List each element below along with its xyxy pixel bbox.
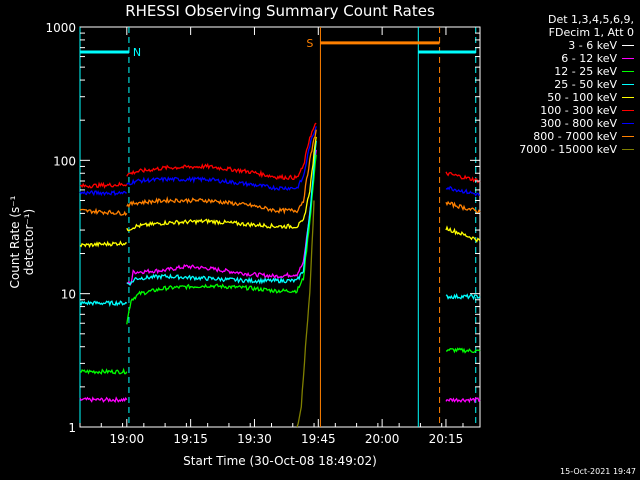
series-2-segment-0 bbox=[79, 367, 128, 375]
series-7-segment-0 bbox=[79, 207, 128, 217]
legend-entry-6: 300 - 800 keV bbox=[519, 117, 634, 130]
series-3-segment-1 bbox=[126, 140, 317, 286]
series-1-segment-2 bbox=[445, 396, 481, 404]
flag-label-s: S bbox=[306, 37, 313, 50]
series-5-segment-1 bbox=[126, 122, 317, 181]
series-4-segment-1 bbox=[126, 136, 317, 232]
x-axis-label: Start Time (30-Oct-08 18:49:02) bbox=[183, 454, 377, 468]
series-5-segment-2 bbox=[445, 171, 481, 184]
series-4-segment-2 bbox=[445, 225, 481, 243]
axes: 19:00 19:15 19:30 19:45 20:00 20:15 1 10 100 1000 bbox=[45, 21, 480, 446]
legend-entry-2: 12 - 25 keV bbox=[519, 65, 634, 78]
y-tick-label-1: 10 bbox=[61, 288, 76, 302]
chart-title: RHESSI Observing Summary Count Rates bbox=[125, 2, 435, 20]
series-7-segment-2 bbox=[445, 200, 481, 214]
x-tick-label-3: 19:45 bbox=[301, 432, 336, 446]
legend-entry-label: 25 - 50 keV bbox=[554, 78, 617, 91]
y-tick-label-2: 100 bbox=[53, 154, 76, 168]
series-8-segment-0 bbox=[296, 200, 315, 428]
legend-swatch bbox=[622, 97, 634, 98]
legend-entry-1: 6 - 12 keV bbox=[519, 52, 634, 65]
legend-swatch bbox=[622, 123, 634, 124]
x-tick-label-5: 20:15 bbox=[429, 432, 464, 446]
legend-swatch bbox=[622, 58, 634, 59]
attenuator-annotations: NS bbox=[79, 27, 477, 427]
y-axis-label: Count Rate (s⁻¹ detector⁻¹) bbox=[8, 195, 36, 289]
legend-entry-5: 100 - 300 keV bbox=[519, 104, 634, 117]
series-3-segment-0 bbox=[79, 299, 128, 307]
series-5-segment-0 bbox=[79, 181, 128, 189]
legend-swatch bbox=[622, 45, 634, 46]
legend-swatch bbox=[622, 136, 634, 137]
y-tick-label-0: 1 bbox=[68, 421, 76, 435]
series-7-segment-1 bbox=[126, 129, 317, 215]
legend-entry-label: 50 - 100 keV bbox=[547, 91, 617, 104]
x-tick-label-2: 19:30 bbox=[237, 432, 272, 446]
series-0-segment-0 bbox=[134, 160, 318, 307]
series-2-segment-2 bbox=[446, 347, 481, 354]
series-3-segment-2 bbox=[445, 293, 481, 301]
legend-entry-label: 12 - 25 keV bbox=[554, 65, 617, 78]
series-6-segment-1 bbox=[126, 126, 317, 191]
legend-header-line-2: FDecim 1, Att 0 bbox=[548, 26, 634, 39]
legend-entry-label: 800 - 7000 keV bbox=[533, 130, 617, 143]
legend-swatch bbox=[622, 149, 634, 150]
legend-swatch bbox=[622, 110, 634, 111]
legend-entry-4: 50 - 100 keV bbox=[519, 91, 634, 104]
legend-entry-label: 7000 - 15000 keV bbox=[519, 143, 617, 156]
legend-entry-label: 100 - 300 keV bbox=[540, 104, 617, 117]
series-6-segment-2 bbox=[445, 185, 481, 197]
x-tick-label-4: 20:00 bbox=[365, 432, 400, 446]
y-tick-label-3: 1000 bbox=[45, 21, 76, 35]
legend-entry-3: 25 - 50 keV bbox=[519, 78, 634, 91]
legend-entry-label: 6 - 12 keV bbox=[561, 52, 617, 65]
series-4-segment-0 bbox=[79, 240, 127, 249]
legend-entry-0: 3 - 6 keV bbox=[519, 39, 634, 52]
x-tick-label-1: 19:15 bbox=[173, 432, 208, 446]
legend-entry-7: 800 - 7000 keV bbox=[519, 130, 634, 143]
timestamp: 15-Oct-2021 19:47 bbox=[560, 467, 636, 476]
legend-entry-label: 300 - 800 keV bbox=[540, 117, 617, 130]
legend-header-line-1: Det 1,3,4,5,6,9, bbox=[547, 13, 634, 26]
series-6-segment-0 bbox=[79, 189, 127, 197]
legend-swatch bbox=[622, 84, 634, 85]
flag-label-n: N bbox=[133, 46, 141, 59]
legend: Det 1,3,4,5,6,9, FDecim 1, Att 0 3 - 6 k… bbox=[519, 13, 634, 156]
series-2-segment-1 bbox=[126, 154, 317, 325]
legend-entry-8: 7000 - 15000 keV bbox=[519, 143, 634, 156]
legend-swatch bbox=[622, 71, 634, 72]
x-tick-label-0: 19:00 bbox=[110, 432, 145, 446]
series-lines bbox=[79, 122, 481, 428]
legend-entry-label: 3 - 6 keV bbox=[568, 39, 617, 52]
series-1-segment-0 bbox=[79, 396, 128, 403]
series-1-segment-1 bbox=[126, 149, 317, 286]
